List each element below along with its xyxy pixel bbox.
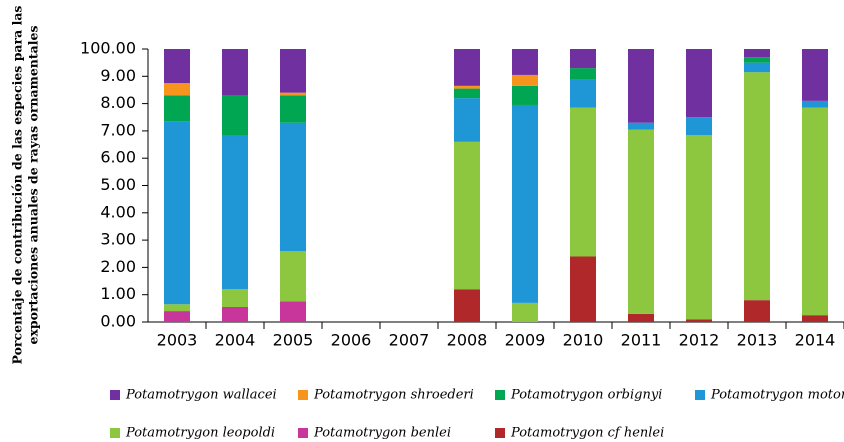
bar-segment: [222, 306, 248, 322]
x-tick-label: 2006: [331, 331, 372, 350]
legend-label: Potamotrygon orbignyi: [510, 388, 662, 403]
bar-segment: [280, 251, 306, 302]
bar-segment: [512, 104, 538, 303]
bar-segment: [686, 134, 712, 320]
legend-swatch: [495, 428, 505, 438]
bar-segment: [570, 79, 596, 108]
y-axis-title: Porcentaje de contribución de las especi…: [10, 6, 41, 365]
bar-segment: [744, 72, 770, 301]
bar-segment: [744, 62, 770, 73]
x-tick-label: 2011: [621, 331, 662, 350]
y-tick-label: 5.00: [100, 175, 136, 194]
x-tick-label: 2013: [737, 331, 778, 350]
legend-label: Potamotrygon shroederi: [313, 388, 474, 403]
y-tick-label: 7.00: [100, 120, 136, 139]
y-tick-label: 2.00: [100, 257, 136, 276]
x-tick-label: 2009: [505, 331, 546, 350]
bar-segment: [512, 74, 538, 86]
bar-segment: [744, 57, 770, 63]
bar-segment: [512, 85, 538, 105]
bar-segment: [686, 117, 712, 135]
bar-segment: [454, 289, 480, 322]
bar-segment: [164, 83, 190, 96]
y-tick-label: 3.00: [100, 230, 136, 249]
y-tick-label: 4.00: [100, 202, 136, 221]
bar-segment: [686, 49, 712, 118]
bar-segment: [802, 49, 828, 101]
x-tick-label: 2004: [215, 331, 256, 350]
bar-segment: [512, 302, 538, 322]
bar-segment: [686, 319, 712, 322]
y-axis-title-line: Porcentaje de contribución de las especi…: [10, 6, 25, 365]
bar-segment: [164, 304, 190, 312]
bar-segment: [280, 49, 306, 93]
bar-segment: [164, 95, 190, 122]
bar-segment: [802, 107, 828, 316]
legend-label: Potamotrygon wallacei: [125, 388, 277, 403]
bar-segment: [280, 95, 306, 123]
bar-segment: [222, 134, 248, 290]
bar-segment: [628, 49, 654, 123]
bar-segment: [512, 49, 538, 75]
x-tick-label: 2014: [795, 331, 836, 350]
y-tick-label: 1.00: [100, 284, 136, 303]
legend-label: Potamotrygon benlei: [313, 426, 451, 441]
y-tick-label: 9.00: [100, 66, 136, 85]
y-tick-label: 0.00: [100, 312, 136, 331]
bar-segment: [222, 289, 248, 307]
bar-segment: [744, 300, 770, 322]
bar-segment: [280, 122, 306, 252]
x-tick-label: 2010: [563, 331, 604, 350]
bar-segment: [802, 315, 828, 322]
bar-segment: [454, 88, 480, 99]
bar-segment: [280, 301, 306, 322]
legend-swatch: [110, 390, 120, 400]
bar-segment: [222, 49, 248, 96]
bar-segment: [628, 313, 654, 322]
bar-segment: [280, 92, 306, 96]
bar-segment: [164, 49, 190, 84]
bar-segment: [222, 95, 248, 135]
bar-segment: [454, 49, 480, 86]
legend-swatch: [695, 390, 705, 400]
bar-segment: [164, 311, 190, 322]
bar-segment: [454, 98, 480, 142]
bar-segment: [802, 100, 828, 108]
y-tick-label: 8.00: [100, 93, 136, 112]
legend-swatch: [495, 390, 505, 400]
x-tick-label: 2005: [273, 331, 314, 350]
bar-segment: [570, 49, 596, 69]
legend-swatch: [298, 390, 308, 400]
x-tick-label: 2012: [679, 331, 720, 350]
bar-segment: [628, 129, 654, 314]
bar-segment: [454, 85, 480, 89]
legend-swatch: [110, 428, 120, 438]
bar-segment: [164, 121, 190, 305]
x-tick-label: 2008: [447, 331, 488, 350]
legend-swatch: [298, 428, 308, 438]
bar-segment: [570, 68, 596, 80]
y-axis-title-line: exportaciones anuales de rayas ornamenta…: [26, 25, 41, 344]
bar-segment: [628, 122, 654, 130]
legend-label: Potamotrygon leopoldi: [125, 426, 275, 441]
legend-label: Potamotrygon motoro: [710, 388, 844, 403]
legend-label: Potamotrygon cf henlei: [510, 426, 664, 441]
bar-segment: [570, 107, 596, 257]
y-tick-label: 100.00: [80, 39, 136, 58]
bar-segment: [744, 49, 770, 58]
y-tick-label: 6.00: [100, 148, 136, 167]
x-tick-label: 2003: [157, 331, 198, 350]
x-tick-label: 2007: [389, 331, 430, 350]
bar-segment: [454, 141, 480, 290]
bar-segment: [570, 256, 596, 322]
